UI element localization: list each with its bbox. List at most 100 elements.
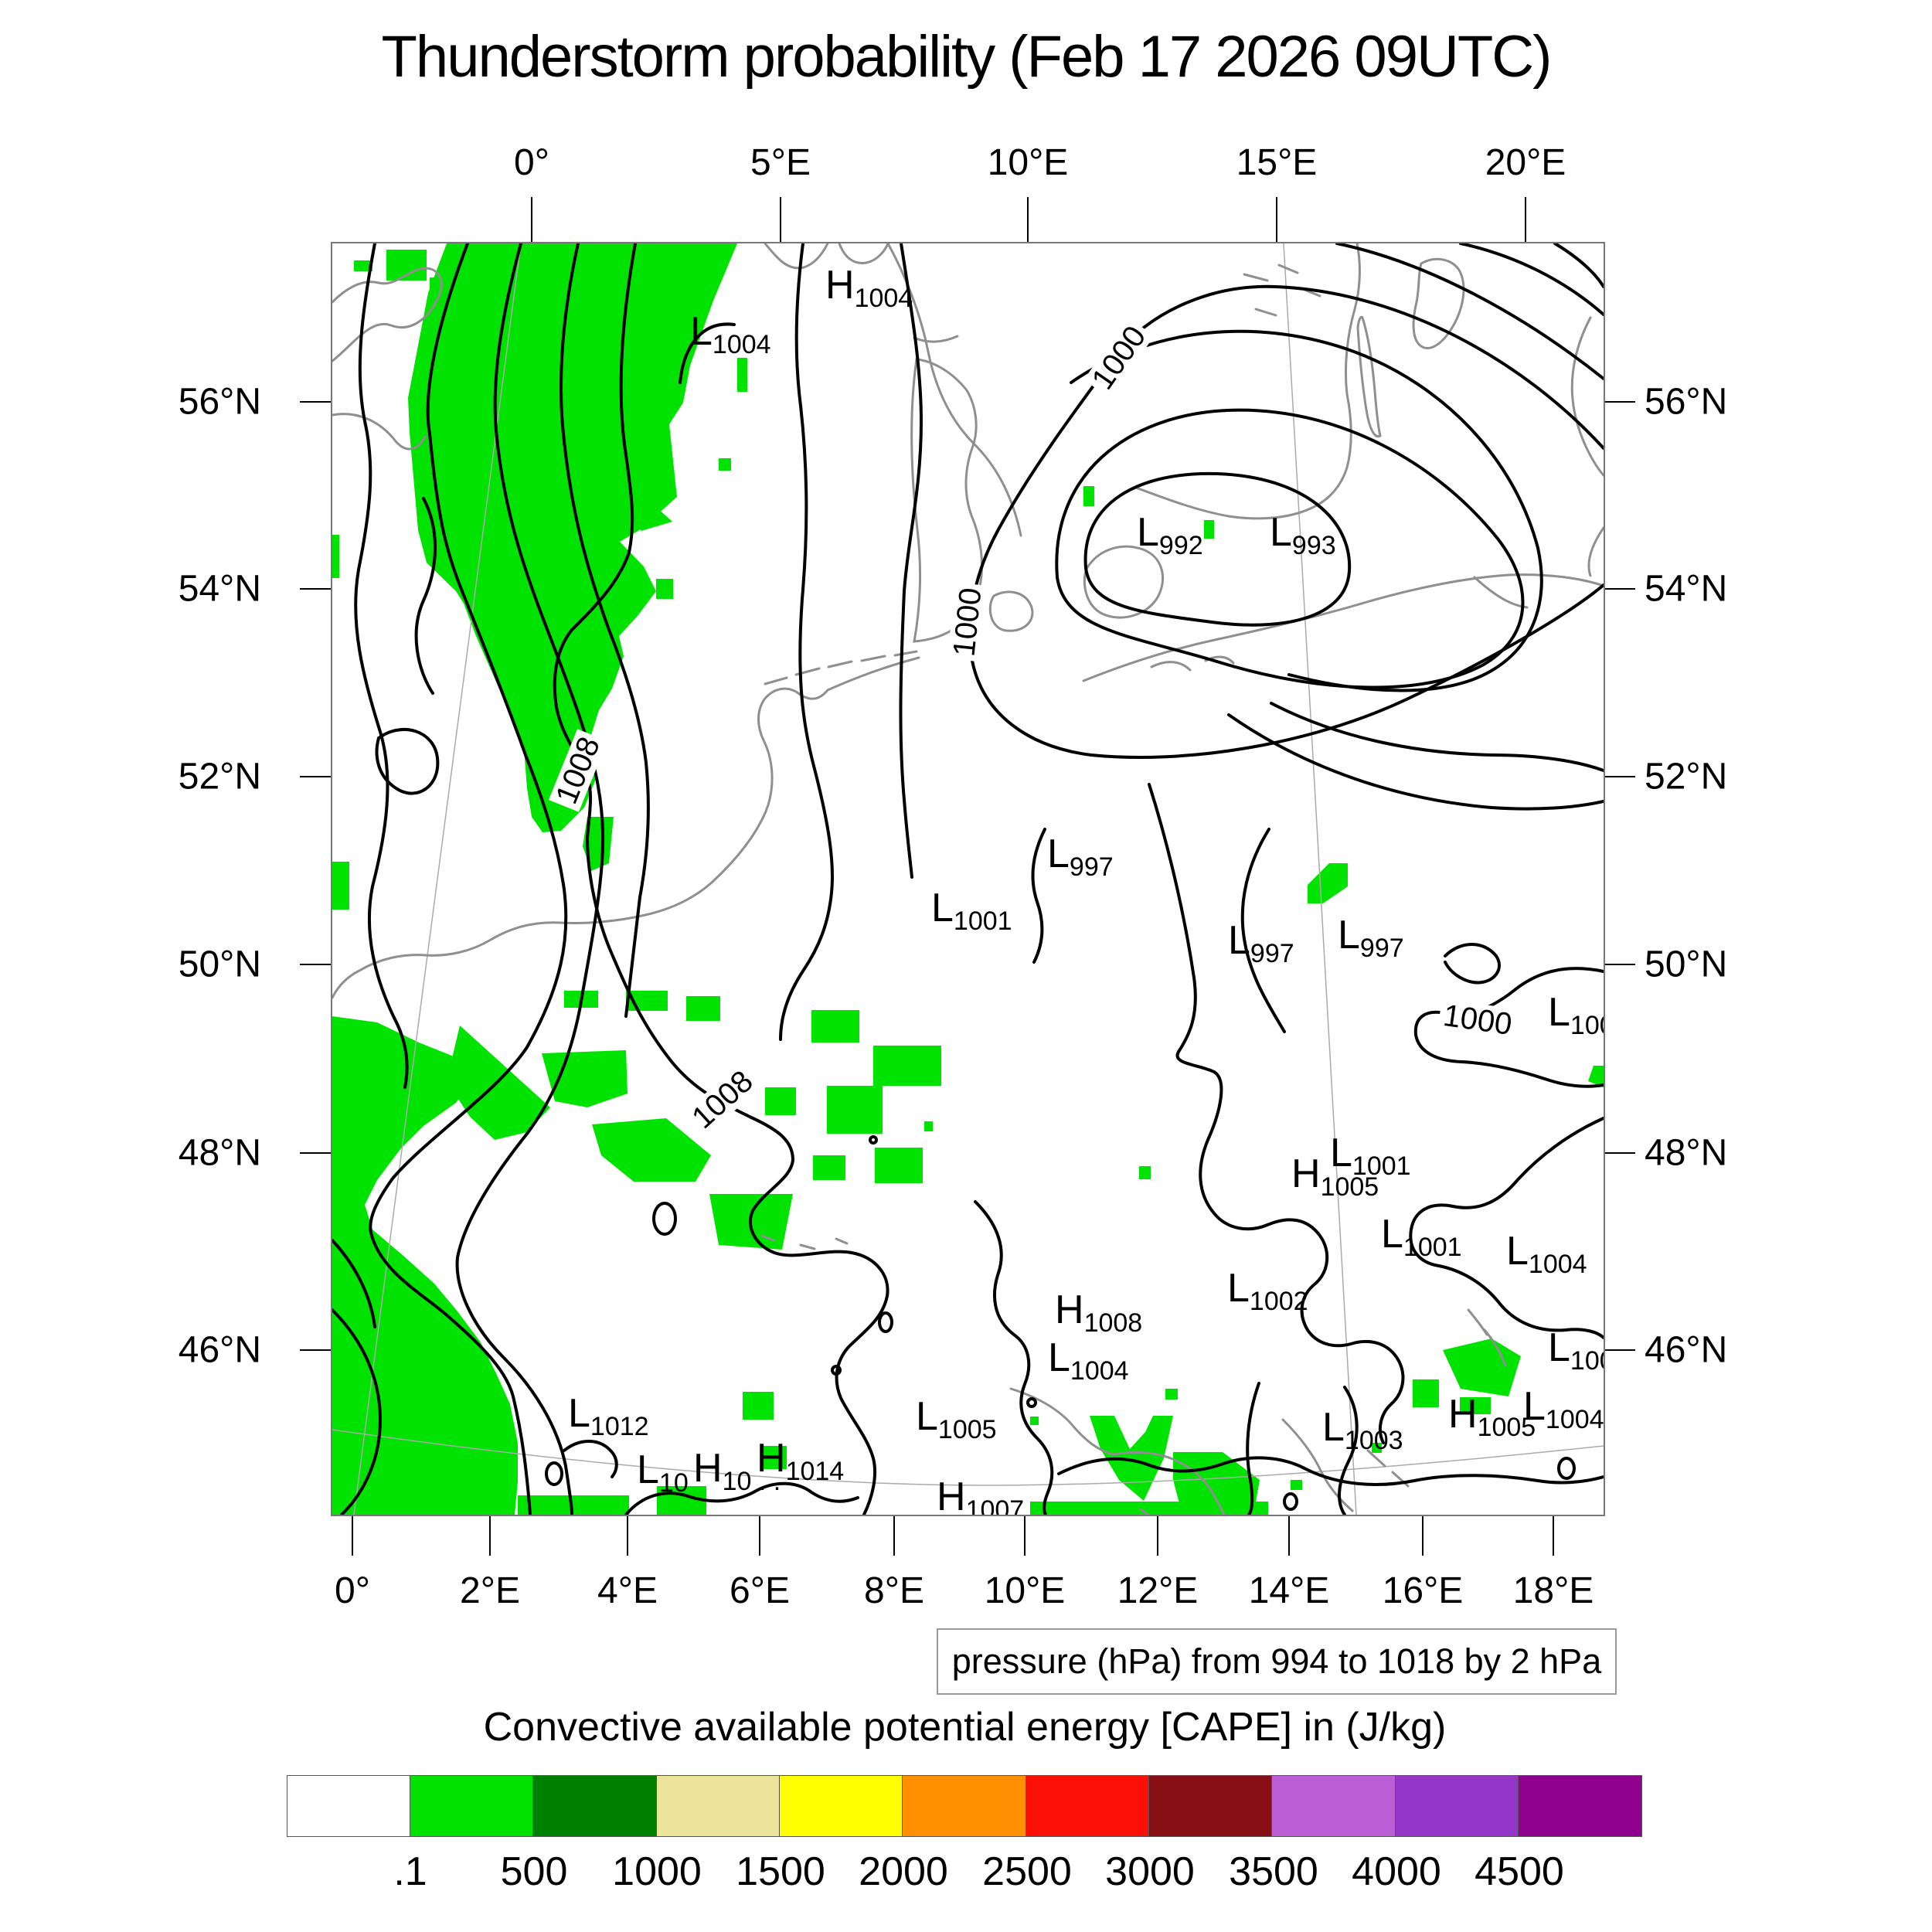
tick-mark [1525, 197, 1526, 242]
pressure-value: 100 [1570, 1011, 1604, 1040]
colorbar-tick-label: 3500 [1229, 1849, 1318, 1894]
axis-label: 56°N [178, 381, 261, 423]
pressure-letter: L [1330, 1131, 1352, 1175]
pressure-value: 1005 [1477, 1413, 1536, 1442]
colorbar-cell [1518, 1775, 1642, 1837]
colorbar-cell [532, 1775, 658, 1837]
axis-label: 0° [335, 1570, 370, 1611]
axis-label: 48°N [1645, 1132, 1728, 1174]
pressure-marker: L993 [1270, 510, 1336, 559]
pressure-value: 1008 [1083, 1308, 1143, 1338]
pressure-letter: L [1548, 1325, 1570, 1370]
colorbar-tick-label: 2500 [982, 1849, 1072, 1894]
pressure-value: 10 [658, 1468, 689, 1498]
axis-label: 2°E [460, 1570, 520, 1611]
pressure-letter: L [637, 1447, 659, 1492]
pressure-value: 1004 [1545, 1405, 1604, 1434]
tick-mark [759, 1515, 760, 1556]
axis-label: 0° [514, 142, 549, 183]
axis-label: 20°E [1485, 142, 1566, 183]
pressure-marker: L100 [1548, 992, 1604, 1039]
pressure-value: 1014 [785, 1457, 845, 1486]
legend-title: Convective available potential energy [C… [483, 1705, 1447, 1750]
pressure-letter: L [1523, 1384, 1546, 1429]
colorbar-tick-label: 4500 [1475, 1849, 1564, 1894]
pressure-value: 997 [1250, 939, 1294, 968]
axis-label: 48°N [178, 1132, 261, 1174]
tick-mark [300, 1152, 331, 1154]
colorbar-tick-label: 4000 [1352, 1849, 1441, 1894]
cape-colorbar [286, 1775, 1642, 1837]
tick-mark [1604, 776, 1635, 777]
axis-label: 8°E [864, 1570, 924, 1611]
pressure-value: 992 [1158, 531, 1203, 560]
axis-label: 10°E [987, 142, 1069, 183]
colorbar-tick-label: 1000 [612, 1849, 702, 1894]
tick-mark [893, 1515, 895, 1556]
tick-mark [1276, 197, 1277, 242]
pressure-letter: L [1506, 1229, 1529, 1274]
colorbar-cell [286, 1775, 411, 1837]
colorbar-cell [655, 1775, 781, 1837]
pressure-caption: pressure (hPa) from 994 to 1018 by 2 hPa [937, 1628, 1617, 1695]
pressure-value: 1004 [854, 284, 913, 313]
pressure-letter: L [1047, 832, 1070, 876]
pressure-letter: L [1270, 510, 1292, 555]
pressure-value: 1005 [937, 1415, 997, 1444]
tick-mark [1157, 1515, 1158, 1556]
axis-label: 52°N [1645, 756, 1728, 798]
colorbar-tick-label: 3000 [1105, 1849, 1195, 1894]
pressure-letter: H [1055, 1287, 1084, 1332]
axis-label: 50°N [1645, 944, 1728, 985]
coastlines [332, 243, 1604, 1515]
tick-mark [300, 1349, 331, 1351]
pressure-marker: H1014 [757, 1438, 844, 1485]
tick-mark [300, 776, 331, 777]
contour-label: 1000 [947, 582, 988, 662]
colorbar-cell [409, 1775, 534, 1837]
colorbar-tick-label: 2000 [859, 1849, 948, 1894]
pressure-letter: H [1448, 1392, 1478, 1437]
pressure-letter: H [693, 1446, 723, 1491]
pressure-value: 1004 [1070, 1356, 1129, 1386]
pressure-letter: H [825, 263, 855, 308]
tick-mark [1288, 1515, 1290, 1556]
pressure-marker: L100 [1548, 1325, 1604, 1374]
pressure-marker: L1001 [1381, 1214, 1462, 1260]
pressure-marker: H1007 [937, 1477, 1024, 1515]
tick-mark [300, 588, 331, 590]
pressure-value: 1004 [712, 330, 771, 359]
colorbar-tick-label: 1500 [736, 1849, 825, 1894]
colorbar-cell [778, 1775, 903, 1837]
pressure-letter: L [1137, 510, 1159, 555]
axis-label: 18°E [1512, 1570, 1594, 1611]
pressure-marker: L997 [1228, 920, 1294, 967]
colorbar-cell [1148, 1775, 1273, 1837]
pressure-value: 1001 [1352, 1151, 1411, 1181]
pressure-marker: H1005 [1291, 1151, 1379, 1200]
cape-shading [332, 243, 1604, 1515]
pressure-letter: L [931, 886, 954, 930]
weather-map: 1008 1008 1000 1000 1000 H1004 L1004 L99… [331, 242, 1605, 1516]
pressure-letter: L [690, 309, 713, 354]
tick-mark [300, 401, 331, 403]
pressure-marker: L1001 [931, 886, 1012, 934]
pressure-value: 1004 [1528, 1250, 1587, 1279]
colorbar-cell [902, 1775, 1027, 1837]
pressure-marker: H1005 [1448, 1392, 1536, 1440]
pressure-marker: L10 [637, 1447, 689, 1496]
tick-mark [780, 197, 781, 242]
pressure-value: 997 [1069, 852, 1114, 882]
axis-label: 54°N [1645, 568, 1728, 610]
pressure-value: 10 . . [722, 1467, 781, 1496]
pressure-marker: L1005 [916, 1396, 997, 1443]
pressure-value: 1005 [1320, 1172, 1379, 1202]
pressure-letter: H [1291, 1151, 1321, 1196]
axis-label: 52°N [178, 756, 261, 798]
pressure-value: 1012 [590, 1412, 649, 1441]
pressure-value: 997 [1359, 934, 1404, 963]
axis-label: 14°E [1248, 1570, 1330, 1611]
tick-mark [300, 964, 331, 965]
tick-mark [1027, 197, 1029, 242]
axis-label: 50°N [178, 944, 261, 985]
